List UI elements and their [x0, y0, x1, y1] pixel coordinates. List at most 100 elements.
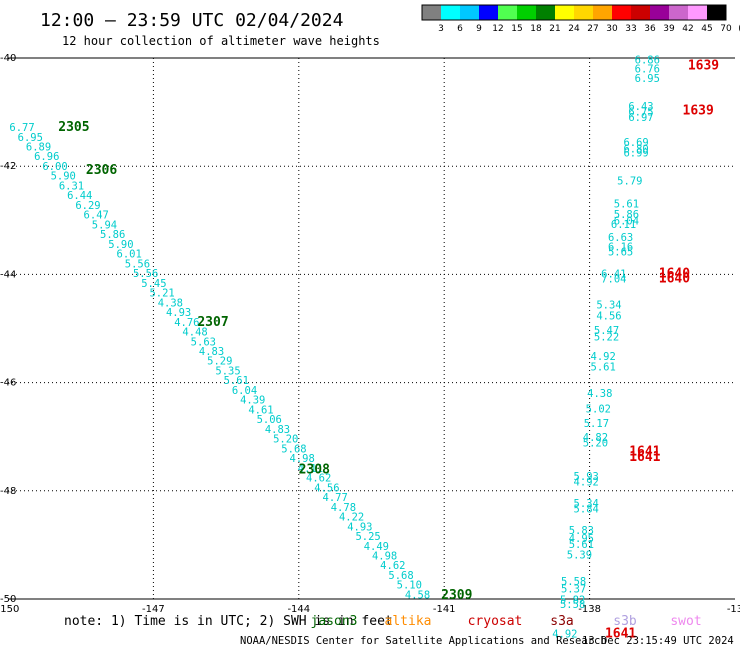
scale-label: (ft) — [738, 24, 740, 34]
scale-label: 27 — [587, 24, 598, 34]
swh-value: 4.62 — [380, 560, 405, 572]
scale-swatch — [517, 5, 536, 20]
swh-value: 5.10 — [397, 580, 422, 592]
satellite-cryosat: cryosat — [468, 614, 523, 629]
swh-value: 5.22 — [594, 331, 619, 343]
swh-value: 5.02 — [586, 403, 611, 415]
swh-value: 4.61 — [248, 404, 273, 416]
pass-number: 2308 — [299, 462, 330, 477]
swh-value: 4.92 — [591, 351, 616, 363]
swh-value: 6.01 — [117, 249, 142, 261]
swh-value: 5.58 — [560, 599, 585, 611]
pass-number: 1639 — [688, 58, 719, 73]
swh-value: 4.82 — [583, 432, 608, 444]
swh-value: 6.96 — [34, 151, 59, 163]
swh-value: 5.86 — [614, 209, 639, 221]
scale-swatch — [536, 5, 555, 20]
swh-value: 4.93 — [166, 307, 191, 319]
pass-number: 1641 — [629, 445, 660, 460]
swh-value: 4.92 — [574, 476, 599, 488]
swh-value: 6.97 — [628, 112, 653, 124]
swh-value: 4.95 — [569, 533, 594, 545]
swh-value: 4.48 — [182, 327, 207, 339]
pass-number: 2309 — [441, 588, 472, 603]
footer-timestamp: 13 Dec 23:15:49 UTC 2024 — [582, 635, 734, 647]
swh-value: 5.34 — [574, 498, 599, 510]
swh-value: 4.77 — [323, 492, 348, 504]
scale-label: 12 — [492, 24, 503, 34]
scale-label: 70 — [720, 24, 732, 34]
swh-value: 6.63 — [608, 232, 633, 244]
y-axis-ticks: -40 -42 -44 -46 -48 -50 — [0, 53, 16, 605]
swh-value: 5.21 — [149, 288, 174, 300]
swh-value: 6.86 — [635, 54, 660, 66]
swh-value: 6.76 — [635, 64, 660, 76]
swh-value: 6.69 — [623, 137, 648, 149]
scale-label: 24 — [568, 24, 580, 34]
swh-value: 4.98 — [372, 551, 397, 563]
scale-label: 6 — [457, 24, 463, 34]
scale-label: 3 — [438, 24, 444, 34]
swh-value: 4.39 — [240, 395, 265, 407]
swh-value: 6.89 — [26, 142, 51, 154]
x-tick-label: -150 — [0, 604, 19, 615]
swh-value: 5.29 — [207, 356, 232, 368]
swh-value: 5.65 — [608, 246, 633, 258]
swh-value: 6.00 — [42, 161, 67, 173]
swh-value: 4.56 — [314, 482, 339, 494]
swh-value: 6.95 — [18, 132, 43, 144]
swh-value: 5.90 — [51, 171, 76, 183]
satellite-swot: swot — [670, 614, 701, 629]
pass-number: 2306 — [86, 163, 117, 178]
swh-value: 5.61 — [591, 362, 616, 374]
swh-value: 5.63 — [191, 336, 216, 348]
swh-value: 6.80 — [623, 144, 648, 156]
swh-value: 7.04 — [601, 274, 626, 286]
swh-value: 4.22 — [339, 512, 364, 524]
swh-value: 4.76 — [174, 317, 199, 329]
swh-value: 4.58 — [405, 589, 430, 601]
satellite-s3a: s3a — [550, 614, 573, 629]
scale-swatch — [631, 5, 650, 20]
swh-value: 4.38 — [587, 388, 612, 400]
scale-swatch — [593, 5, 612, 20]
scale-swatch — [441, 5, 460, 20]
swh-value: 5.61 — [224, 375, 249, 387]
y-tick-label: -50 — [0, 594, 16, 605]
swh-value: 6.41 — [601, 269, 626, 281]
satellite-jason3: jason3 — [311, 614, 358, 629]
swh-value: 5.94 — [92, 219, 117, 231]
scale-swatch — [479, 5, 498, 20]
swh-value: 5.58 — [561, 576, 586, 588]
swh-value: 6.11 — [611, 219, 636, 231]
swh-value: 5.82 — [560, 594, 585, 606]
scale-border — [421, 4, 727, 21]
scale-swatch — [555, 5, 574, 20]
scale-label: 30 — [606, 24, 618, 34]
swh-value: 6.77 — [9, 122, 34, 134]
scale-label: 36 — [644, 24, 656, 34]
swh-value: 5.20 — [583, 437, 608, 449]
swh-value: 4.38 — [158, 297, 183, 309]
scale-swatch — [707, 5, 726, 20]
swh-value: 5.56 — [125, 258, 150, 270]
swh-value: 5.35 — [215, 365, 240, 377]
swh-value: 4.93 — [347, 521, 372, 533]
swh-value: 5.90 — [108, 239, 133, 251]
pass-number: 1639 — [683, 103, 714, 118]
swh-value: 4.98 — [290, 453, 315, 465]
pass-number: 2307 — [197, 315, 228, 330]
y-tick-label: -42 — [0, 161, 16, 172]
scale-label: 18 — [530, 24, 542, 34]
swh-value: 5.83 — [569, 525, 594, 537]
satellite-altika: altika — [385, 614, 432, 629]
swh-value: 6.31 — [59, 180, 84, 192]
scale-swatch — [650, 5, 669, 20]
footer-credit: NOAA/NESDIS Center for Satellite Applica… — [240, 635, 607, 647]
swh-value: 6.99 — [623, 147, 648, 159]
swh-value: 5.34 — [596, 299, 621, 311]
swh-value: 4.83 — [199, 346, 224, 358]
